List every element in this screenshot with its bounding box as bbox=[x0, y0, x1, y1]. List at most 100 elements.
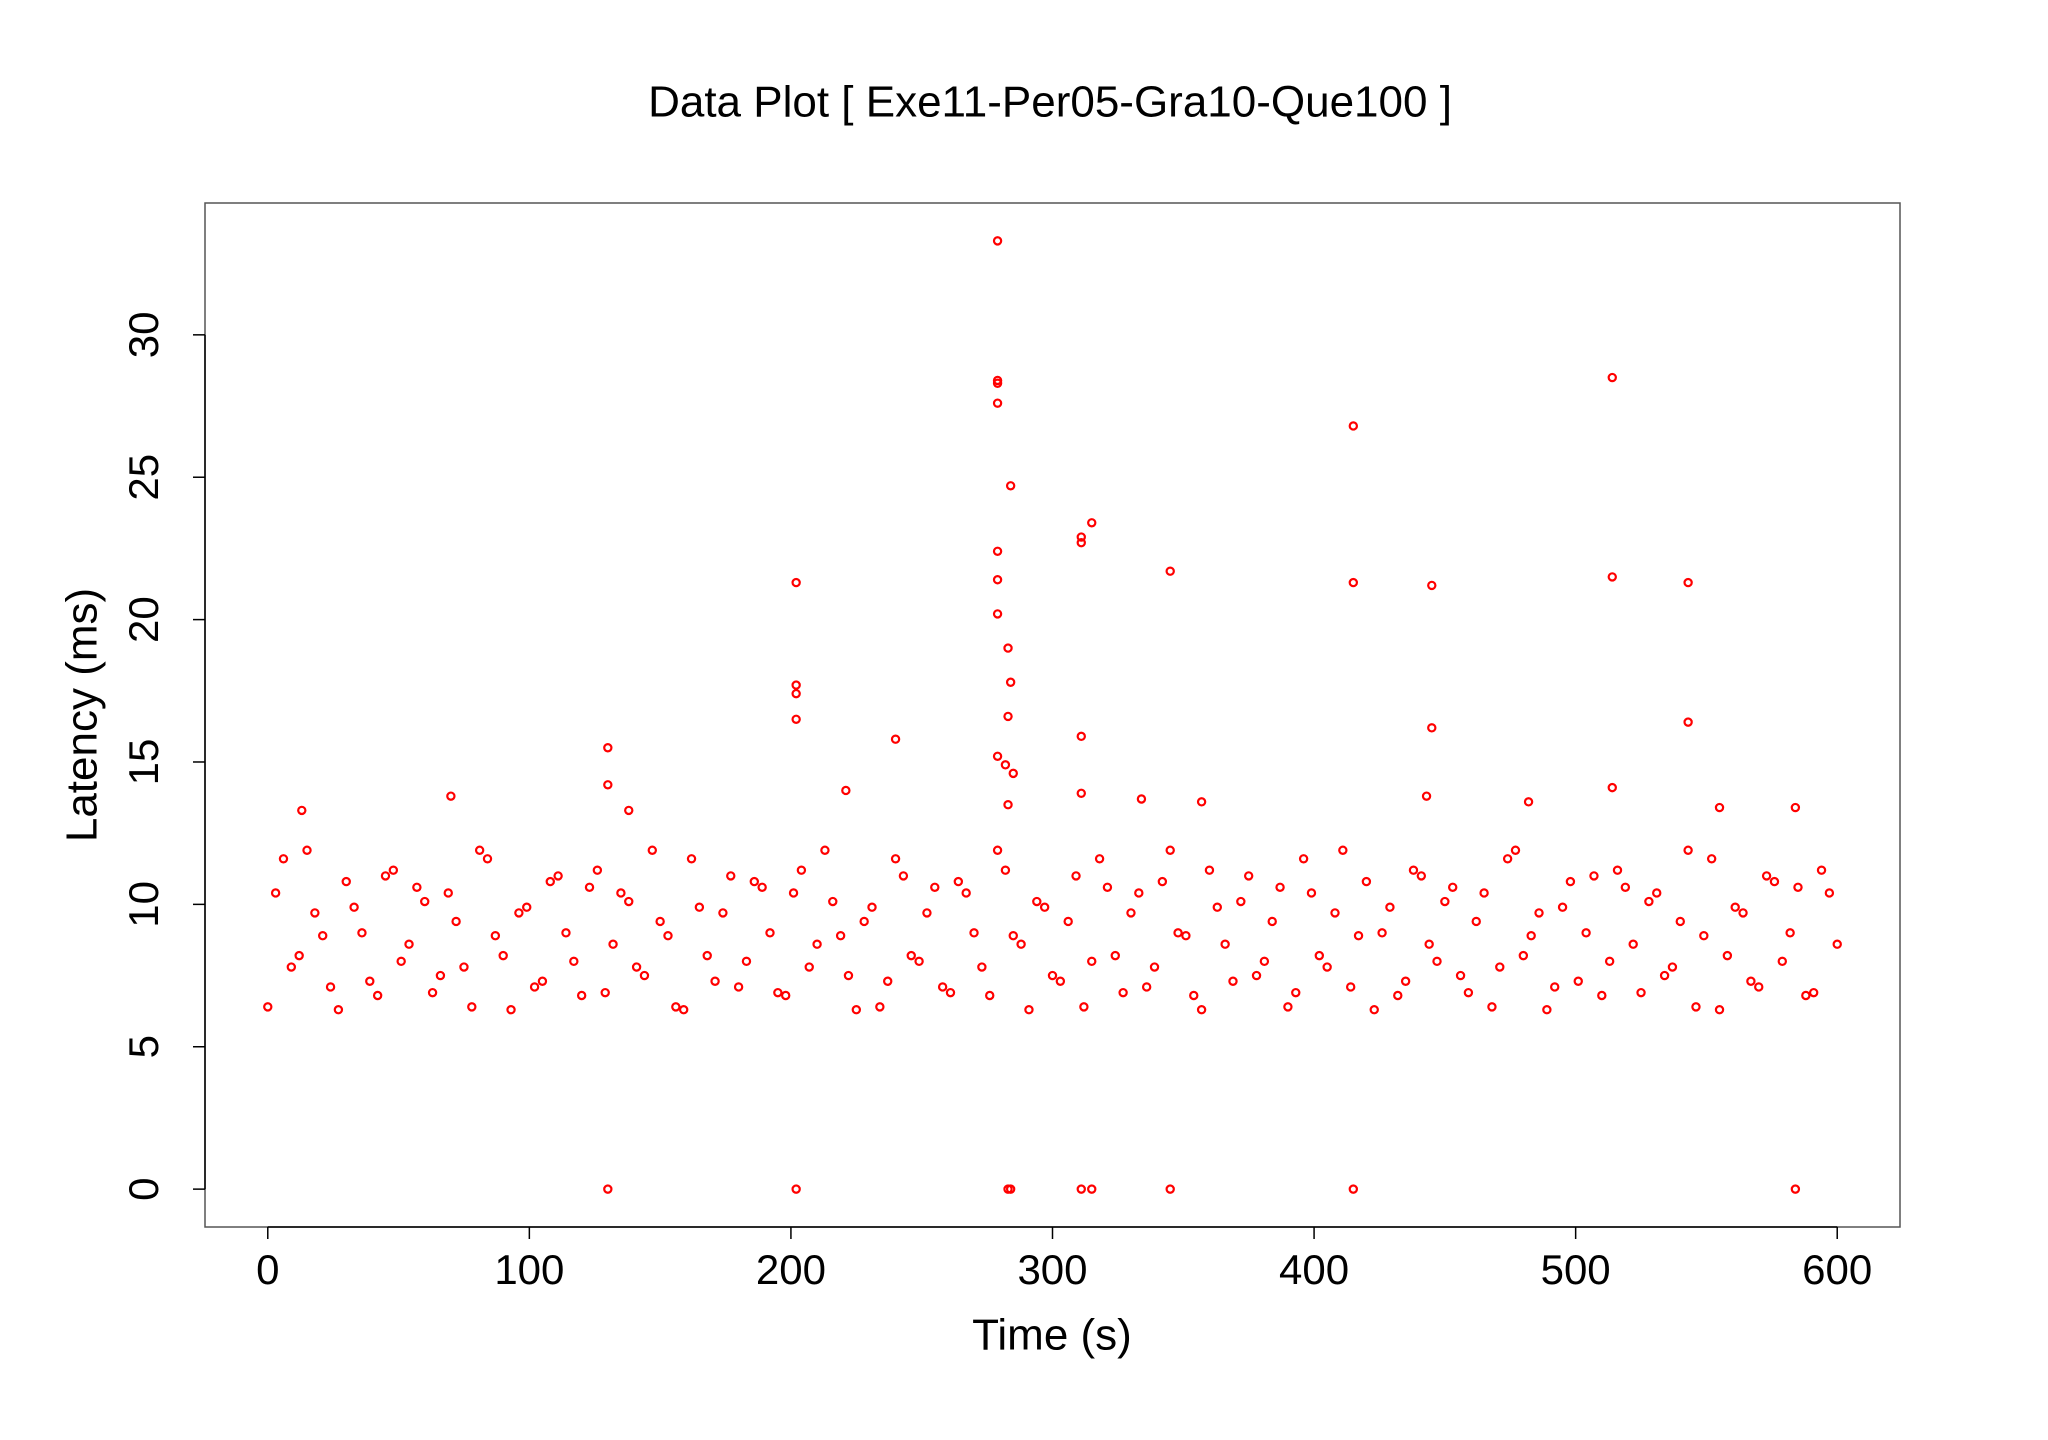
scatter-point bbox=[1243, 871, 1254, 881]
scatter-point bbox=[1479, 888, 1489, 898]
scatter-point bbox=[1165, 1184, 1175, 1194]
scatter-point bbox=[953, 876, 964, 887]
scatter-point bbox=[1236, 896, 1246, 907]
scatter-point bbox=[985, 990, 995, 1001]
scatter-point bbox=[1607, 572, 1617, 582]
scatter-point bbox=[1251, 970, 1262, 981]
scatter-point bbox=[1063, 916, 1073, 927]
scatter-point bbox=[263, 1002, 273, 1012]
scatter-point bbox=[341, 876, 351, 887]
scatter-point bbox=[1196, 797, 1207, 807]
scatter-point bbox=[1683, 577, 1693, 588]
scatter-point bbox=[1134, 888, 1144, 898]
scatter-point bbox=[1722, 950, 1733, 961]
scatter-point bbox=[780, 990, 791, 1001]
scatter-point bbox=[961, 888, 971, 898]
scatter-point bbox=[1526, 930, 1536, 941]
scatter-point bbox=[1003, 799, 1013, 810]
scatter-point bbox=[294, 950, 304, 961]
scatter-point bbox=[663, 930, 673, 941]
scatter-point bbox=[1076, 731, 1086, 742]
scatter-point bbox=[765, 928, 775, 938]
scatter-point bbox=[467, 1002, 477, 1012]
scatter-point bbox=[278, 854, 289, 864]
scatter-point bbox=[388, 865, 399, 875]
scatter-point bbox=[1149, 962, 1160, 972]
scatter-point bbox=[616, 888, 626, 898]
scatter-point bbox=[349, 902, 359, 912]
scatter-point bbox=[545, 876, 555, 887]
scatter-point bbox=[631, 962, 642, 972]
scatter-point bbox=[1667, 962, 1678, 972]
scatter-point bbox=[843, 970, 854, 981]
scatter-point bbox=[686, 854, 697, 864]
scatter-point bbox=[1604, 956, 1615, 967]
scatter-point bbox=[529, 982, 540, 992]
scatter-point bbox=[914, 956, 924, 967]
y-axis-label: Latency (ms) bbox=[58, 588, 107, 842]
scatter-point bbox=[1047, 970, 1058, 981]
scatter-point bbox=[992, 751, 1003, 761]
scatter-point bbox=[318, 930, 328, 941]
scatter-point bbox=[1039, 902, 1050, 912]
scatter-point bbox=[1455, 970, 1466, 981]
scatter-point bbox=[333, 1005, 344, 1015]
scatter-point bbox=[584, 882, 595, 892]
scatter-point bbox=[1523, 797, 1534, 807]
scatter-point bbox=[1000, 760, 1011, 770]
scatter-point bbox=[396, 956, 406, 967]
scatter-point bbox=[977, 962, 987, 972]
scatter-point bbox=[1790, 802, 1801, 813]
scatter-point bbox=[1487, 1002, 1497, 1012]
scatter-point bbox=[1165, 566, 1175, 576]
scatter-point bbox=[992, 609, 1003, 619]
scatter-point bbox=[678, 1005, 689, 1015]
scatter-point bbox=[1008, 768, 1018, 779]
scatter-point bbox=[835, 930, 846, 941]
scatter-point bbox=[1542, 1005, 1552, 1015]
scatter-point bbox=[404, 939, 414, 949]
scatter-point bbox=[1275, 882, 1285, 892]
chart-title: Data Plot [ Exe11-Per05-Gra10-Que100 ] bbox=[648, 78, 1452, 127]
scatter-point bbox=[553, 871, 563, 881]
scatter-point bbox=[1076, 538, 1086, 548]
scatter-point bbox=[459, 962, 469, 972]
scatter-point bbox=[1298, 854, 1309, 864]
scatter-point bbox=[1620, 882, 1631, 892]
scatter-point bbox=[726, 871, 736, 881]
scatter-point bbox=[1141, 982, 1152, 992]
scatter-point bbox=[1628, 939, 1638, 949]
scatter-point bbox=[1573, 976, 1583, 986]
scatter-point bbox=[1345, 982, 1356, 992]
scatter-point bbox=[773, 987, 783, 998]
scatter-point bbox=[1008, 930, 1018, 941]
scatter-point bbox=[1071, 871, 1081, 881]
scatter-point bbox=[592, 865, 603, 875]
scatter-point bbox=[420, 896, 430, 907]
scatter-point bbox=[446, 791, 456, 801]
scatter-point bbox=[1361, 876, 1372, 887]
scatter-point bbox=[325, 982, 336, 992]
scatter-point bbox=[1338, 845, 1348, 855]
scatter-point bbox=[1607, 782, 1617, 793]
scatter-point bbox=[1424, 939, 1434, 949]
scatter-point bbox=[1801, 990, 1811, 1001]
scatter-point bbox=[482, 854, 493, 864]
scatter-point bbox=[1550, 982, 1560, 992]
scatter-point bbox=[1348, 577, 1359, 588]
scatter-point bbox=[1212, 902, 1222, 912]
scatter-point bbox=[757, 882, 767, 892]
scatter-point bbox=[498, 950, 508, 961]
scatter-point bbox=[1181, 930, 1191, 941]
scatter-point bbox=[1565, 876, 1576, 887]
scatter-point bbox=[1463, 987, 1474, 998]
x-tick-label: 500 bbox=[1541, 1246, 1611, 1293]
scatter-point bbox=[603, 780, 613, 790]
scatter-point bbox=[380, 871, 391, 881]
scatter-point bbox=[297, 805, 307, 816]
scatter-point bbox=[1471, 916, 1481, 927]
scatter-point bbox=[1314, 950, 1325, 961]
scatter-point bbox=[1005, 481, 1016, 491]
scatter-point bbox=[412, 882, 422, 892]
